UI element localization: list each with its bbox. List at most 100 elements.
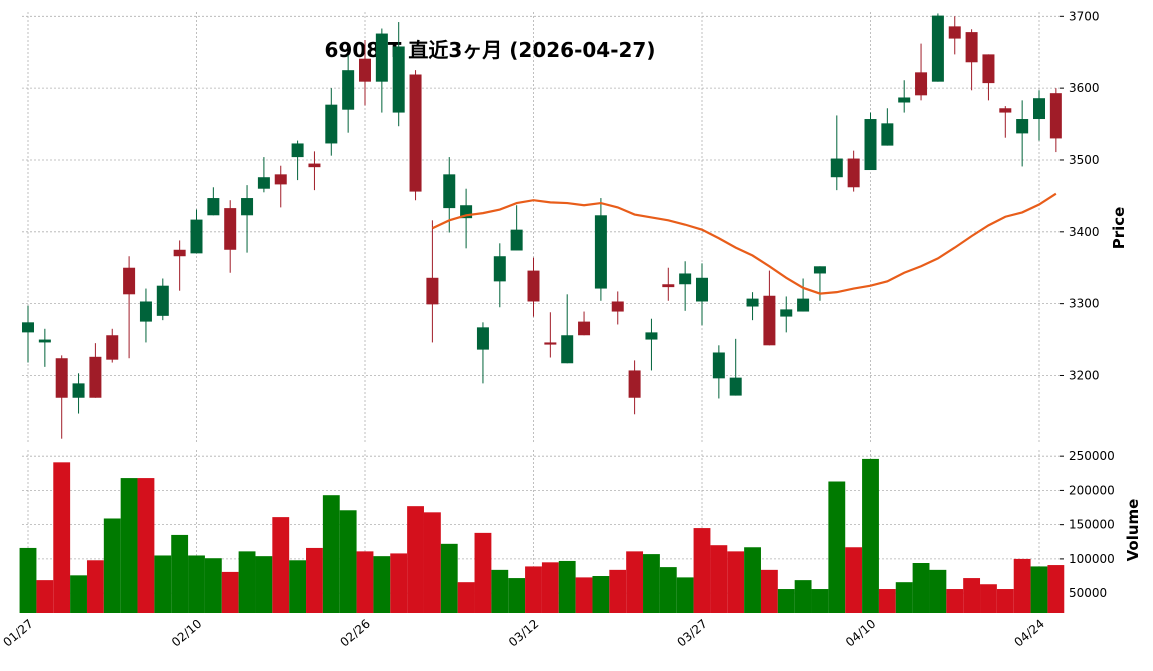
volume-bar xyxy=(19,547,37,613)
volume-bar xyxy=(1030,566,1048,613)
volume-bar xyxy=(727,551,745,613)
candle-body xyxy=(1049,93,1062,139)
volume-bar xyxy=(862,458,879,613)
candle-body xyxy=(38,339,51,343)
x-tick-label: 02/10 xyxy=(169,617,204,650)
volume-bar xyxy=(508,578,526,613)
volume-bar xyxy=(322,495,340,613)
candle-body xyxy=(173,249,186,257)
candle-body xyxy=(982,54,995,84)
volume-bar xyxy=(929,569,947,613)
volume-bar xyxy=(255,556,273,613)
volume-bar xyxy=(103,518,121,613)
candle-body xyxy=(881,123,894,146)
y-tick-label: 3300 xyxy=(1069,297,1100,311)
candle-body xyxy=(931,15,944,82)
volume-bar xyxy=(407,506,424,613)
candle-body xyxy=(89,356,102,398)
volume-bar xyxy=(491,569,509,613)
volume-bar xyxy=(541,562,559,613)
candle-body xyxy=(123,267,136,295)
candle-body xyxy=(797,298,810,312)
volume-bar xyxy=(676,577,694,613)
candle-body xyxy=(864,119,877,171)
volume-bar xyxy=(423,512,441,613)
candle-body xyxy=(1016,119,1029,134)
y-tick-label: 3500 xyxy=(1069,153,1100,167)
y-tick-label: 200000 xyxy=(1069,483,1115,497)
candle-body xyxy=(594,215,607,289)
volume-bar xyxy=(70,575,87,613)
volume-bar xyxy=(895,582,913,613)
candle-body xyxy=(257,177,270,189)
volume-bar xyxy=(86,560,104,613)
volume-bar xyxy=(474,532,492,613)
volume-bar xyxy=(390,553,408,613)
y-tick-label: 50000 xyxy=(1069,586,1107,600)
candle-body xyxy=(342,70,355,110)
candle-body xyxy=(55,358,68,398)
volume-bar xyxy=(188,555,205,613)
candle-body xyxy=(106,335,119,360)
candle-body xyxy=(662,284,675,288)
volume-bar xyxy=(609,569,627,613)
x-tick-label: 04/10 xyxy=(843,617,878,650)
volume-bar xyxy=(53,462,71,613)
volume-bar xyxy=(828,481,846,613)
candle-body xyxy=(611,301,624,312)
x-tick-label: 04/24 xyxy=(1011,617,1046,650)
candle-body xyxy=(443,174,456,209)
candle-body xyxy=(813,266,826,274)
candle-body xyxy=(712,352,725,379)
volume-bar xyxy=(643,554,660,613)
candle-body xyxy=(375,33,388,82)
volume-bar xyxy=(120,478,138,613)
candle-body xyxy=(830,158,843,178)
volume-bar xyxy=(710,545,728,613)
candle-body xyxy=(544,342,557,345)
volume-bar xyxy=(272,517,290,613)
y-axis-label: Price xyxy=(1110,207,1128,250)
volume-bar xyxy=(238,551,256,613)
volume-bar xyxy=(794,580,812,613)
x-tick-label: 01/27 xyxy=(0,617,35,650)
candle-body xyxy=(999,108,1012,113)
volume-bar xyxy=(1013,558,1031,613)
volume-bar xyxy=(744,547,761,613)
volume-bar xyxy=(440,543,458,613)
chart-title: 6908.T 直近3ヶ月 (2026-04-27) xyxy=(325,38,656,62)
candle-body xyxy=(1033,98,1045,120)
x-tick-label: 03/27 xyxy=(674,617,709,650)
candle-body xyxy=(139,301,152,322)
volume-bar xyxy=(912,563,930,613)
volume-bar xyxy=(1047,565,1065,613)
volume-bar xyxy=(137,478,155,613)
volume-bar xyxy=(154,555,172,613)
x-tick-label: 02/26 xyxy=(337,617,372,650)
candle-body xyxy=(679,273,692,285)
volume-bar xyxy=(659,567,677,613)
candle-body xyxy=(409,74,422,192)
candle-body xyxy=(763,295,776,346)
volume-bar xyxy=(339,510,357,613)
volume-bar xyxy=(575,577,593,613)
candle-body xyxy=(190,219,203,254)
volume-bar xyxy=(811,589,829,613)
candle-body xyxy=(645,332,658,340)
candle-body xyxy=(493,256,506,282)
y-tick-label: 250000 xyxy=(1069,449,1115,463)
candle-body xyxy=(207,198,220,216)
candle-body xyxy=(948,26,961,39)
volume-bar xyxy=(36,580,54,613)
y-tick-label: 3200 xyxy=(1069,368,1100,382)
volume-bar xyxy=(373,556,391,613)
y-tick-label: 3400 xyxy=(1069,225,1100,239)
volume-bar xyxy=(289,560,307,613)
candle-body xyxy=(898,97,911,103)
volume-bar xyxy=(845,547,863,613)
candle-body xyxy=(156,285,169,316)
candle-body xyxy=(561,335,574,364)
candle-body xyxy=(241,198,254,216)
candle-body xyxy=(847,158,860,188)
volume-bar xyxy=(171,534,189,613)
